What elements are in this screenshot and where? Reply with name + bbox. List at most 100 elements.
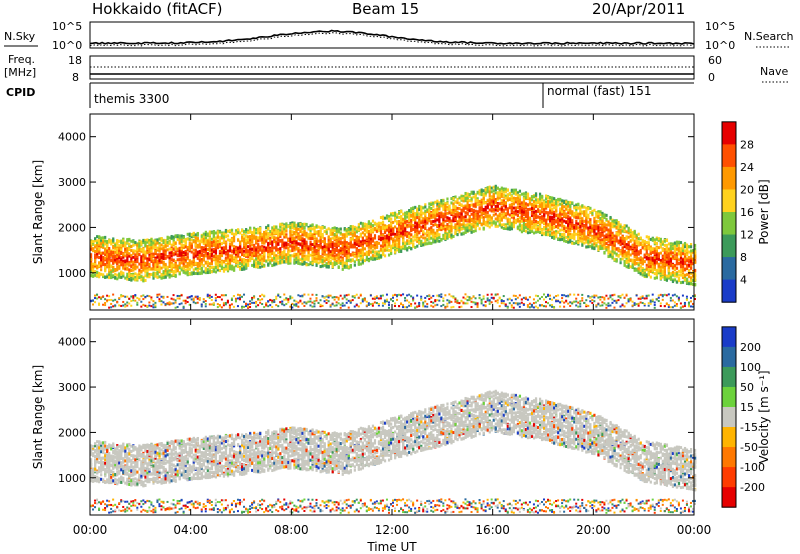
power-cell [275, 228, 278, 232]
power-cell [460, 305, 463, 308]
power-cell [385, 246, 389, 250]
power-cell [365, 304, 368, 307]
power-cell [476, 203, 479, 207]
power-cell [361, 299, 364, 302]
power-cell [259, 227, 262, 231]
power-cell [226, 300, 229, 303]
power-cell [379, 227, 383, 231]
power-cell [369, 242, 373, 246]
power-cell [486, 210, 489, 214]
power-cell [392, 232, 395, 236]
power-cell [210, 295, 213, 298]
power-cell [112, 299, 115, 302]
power-cell [446, 233, 449, 237]
power-cell [241, 260, 244, 264]
power-cell [462, 218, 465, 222]
power-cell [120, 248, 123, 252]
power-cell [255, 305, 258, 308]
power-cell [464, 230, 467, 234]
power-cell [118, 244, 121, 248]
power-cell [267, 258, 270, 262]
power-cell [408, 234, 411, 238]
power-cell [470, 199, 473, 203]
power-cell [464, 219, 467, 223]
power-cell [470, 217, 473, 221]
power-cell [259, 265, 262, 269]
power-cell [285, 297, 288, 300]
power-cell [436, 294, 439, 297]
power-cell [98, 275, 101, 279]
power-cell [482, 226, 485, 230]
power-cell [174, 252, 177, 256]
power-cell [104, 298, 107, 301]
power-cell [106, 250, 109, 254]
power-cell [104, 242, 107, 246]
power-cell [176, 258, 179, 262]
power-cell [257, 236, 260, 240]
power-cell [208, 296, 211, 299]
power-cell [188, 248, 191, 252]
power-cell [373, 221, 377, 225]
power-cell [293, 241, 296, 245]
power-cell [444, 206, 447, 210]
power-cell [321, 255, 324, 259]
power-cell [269, 261, 272, 265]
power-cell [335, 259, 338, 263]
power-cell [196, 272, 199, 276]
power-cell [446, 224, 449, 228]
power-cell [438, 205, 441, 209]
power-cell [96, 247, 99, 251]
power-cell [148, 239, 151, 243]
power-cell [230, 264, 234, 268]
power-cell [100, 251, 103, 255]
power-cell [317, 230, 320, 234]
power-cell [218, 249, 222, 253]
power-cell [206, 242, 209, 246]
power-cell [148, 262, 151, 266]
power-cell [345, 250, 348, 254]
power-cell [313, 253, 316, 257]
power-cell [146, 275, 149, 279]
power-cell [381, 253, 385, 257]
power-cell [474, 212, 477, 216]
power-cell [130, 264, 133, 268]
power-cell [269, 241, 272, 245]
power-cell [261, 298, 264, 301]
power-cell [321, 248, 324, 252]
power-cell [208, 294, 211, 297]
power-cell [297, 256, 300, 260]
power-cell [243, 258, 246, 262]
power-cell [172, 298, 175, 301]
power-cell [182, 257, 185, 261]
power-cell [208, 236, 211, 240]
power-cell [234, 245, 238, 249]
power-cell [315, 259, 318, 263]
power-cell [315, 248, 318, 252]
power-cell [160, 266, 163, 270]
power-cell [319, 229, 322, 233]
power-cell [488, 194, 491, 198]
power-cell [371, 239, 375, 243]
power-cell [138, 270, 141, 274]
power-cell [168, 271, 171, 275]
power-cell [426, 302, 429, 305]
power-cell [154, 251, 157, 255]
power-cell [243, 238, 246, 242]
power-cell [263, 306, 266, 309]
power-cell [335, 253, 338, 257]
power-cell [126, 247, 129, 251]
power-cell [319, 299, 322, 302]
power-cell [164, 269, 167, 273]
power-cell [375, 301, 378, 304]
power-cell [406, 215, 409, 219]
power-cell [247, 263, 250, 267]
power-cell [208, 252, 211, 256]
power-cell [150, 305, 153, 308]
nsky-label: N.Sky [4, 30, 36, 43]
power-cell [122, 261, 125, 265]
power-cell [259, 254, 262, 258]
power-cell [273, 237, 276, 241]
power-cell [148, 247, 151, 251]
power-cell [232, 266, 236, 270]
power-cell [325, 230, 328, 234]
